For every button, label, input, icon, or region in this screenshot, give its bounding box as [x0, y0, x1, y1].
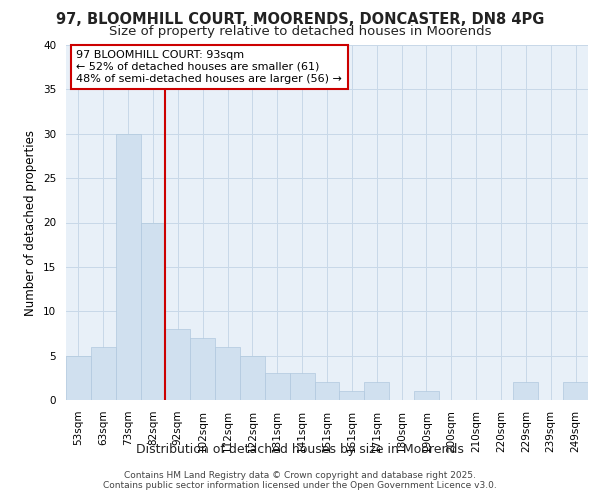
- Bar: [140, 222, 166, 400]
- Text: Distribution of detached houses by size in Moorends: Distribution of detached houses by size …: [136, 442, 464, 456]
- Bar: [116, 134, 140, 400]
- Bar: [364, 382, 389, 400]
- Text: Size of property relative to detached houses in Moorends: Size of property relative to detached ho…: [109, 25, 491, 38]
- Bar: [240, 356, 265, 400]
- Text: Contains HM Land Registry data © Crown copyright and database right 2025.
Contai: Contains HM Land Registry data © Crown c…: [103, 470, 497, 490]
- Text: 97, BLOOMHILL COURT, MOORENDS, DONCASTER, DN8 4PG: 97, BLOOMHILL COURT, MOORENDS, DONCASTER…: [56, 12, 544, 28]
- Bar: [314, 382, 340, 400]
- Bar: [166, 329, 190, 400]
- Bar: [340, 391, 364, 400]
- Bar: [514, 382, 538, 400]
- Bar: [66, 356, 91, 400]
- Bar: [91, 347, 116, 400]
- Bar: [414, 391, 439, 400]
- Bar: [563, 382, 588, 400]
- Bar: [215, 347, 240, 400]
- Bar: [265, 374, 290, 400]
- Text: 97 BLOOMHILL COURT: 93sqm
← 52% of detached houses are smaller (61)
48% of semi-: 97 BLOOMHILL COURT: 93sqm ← 52% of detac…: [76, 50, 343, 84]
- Bar: [290, 374, 314, 400]
- Bar: [190, 338, 215, 400]
- Y-axis label: Number of detached properties: Number of detached properties: [25, 130, 37, 316]
